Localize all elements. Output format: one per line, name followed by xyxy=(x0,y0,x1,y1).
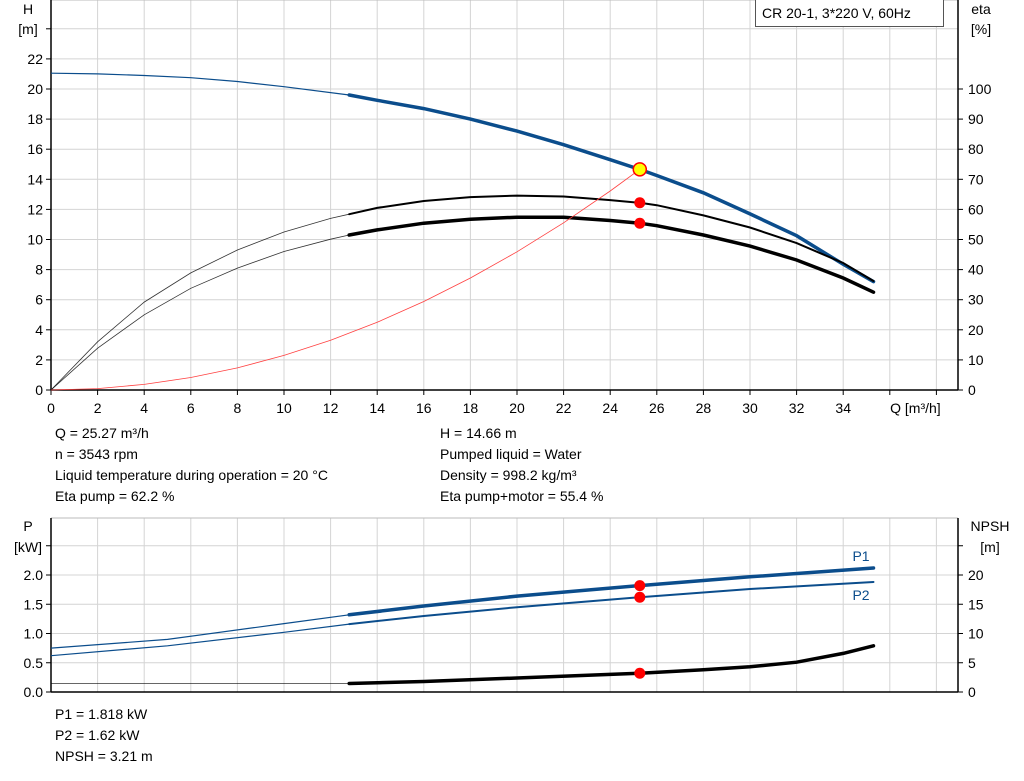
series-eta-pump-motor-thin xyxy=(50,234,350,391)
series-p2 xyxy=(348,581,875,626)
series-eta-pump-motor xyxy=(347,215,876,294)
y-tick-label-right: 70 xyxy=(968,171,984,187)
y-tick-label-left: 1.0 xyxy=(24,626,44,642)
y-axis-title-left: H xyxy=(23,1,33,17)
info-temperature: Liquid temperature during operation = 20… xyxy=(55,467,328,483)
series-system-curve xyxy=(50,169,641,391)
y-tick-label-right: 50 xyxy=(968,232,984,248)
series-head xyxy=(347,93,876,284)
x-tick-label: 6 xyxy=(187,400,195,416)
y-tick-label-right: 0 xyxy=(968,382,976,398)
x-tick-label: 14 xyxy=(369,400,385,416)
series-p1-thin xyxy=(50,614,350,649)
x-tick-label: 32 xyxy=(789,400,805,416)
x-tick-label: 2 xyxy=(94,400,102,416)
series-eta-pump-thin xyxy=(50,213,350,391)
y-tick-label-left: 2.0 xyxy=(24,567,44,583)
y-axis-title-right: NPSH xyxy=(971,518,1010,534)
info-top-right: H = 14.66 m Pumped liquid = Water Densit… xyxy=(440,423,603,507)
operating-point xyxy=(634,591,646,603)
y-tick-label-left: 20 xyxy=(27,81,43,97)
x-axis-title: Q [m³/h] xyxy=(890,400,941,416)
info-bottom: P1 = 1.818 kW P2 = 1.62 kW NPSH = 3.21 m xyxy=(55,704,153,767)
y-tick-label-right: 5 xyxy=(968,655,976,671)
operating-point xyxy=(632,162,648,177)
info-liquid: Pumped liquid = Water xyxy=(440,446,582,462)
chart-title-box: CR 20-1, 3*220 V, 60Hz xyxy=(755,0,944,27)
x-tick-label: 16 xyxy=(416,400,432,416)
y-tick-label-left: 14 xyxy=(27,171,43,187)
y-tick-label-left: 2 xyxy=(35,352,43,368)
x-tick-label: 10 xyxy=(276,400,292,416)
y-tick-label-left: 0 xyxy=(35,382,43,398)
y-tick-label-right: 10 xyxy=(968,352,984,368)
series-eta-pump xyxy=(348,194,875,282)
series-label-p1: P1 xyxy=(852,548,869,564)
operating-point xyxy=(634,197,646,209)
x-tick-label: 18 xyxy=(463,400,479,416)
y-tick-label-right: 0 xyxy=(968,684,976,700)
y-tick-label-left: 10 xyxy=(27,232,43,248)
y-axis-unit-right: [%] xyxy=(971,21,991,37)
y-tick-label-right: 20 xyxy=(968,322,984,338)
info-eta-pump-motor: Eta pump+motor = 55.4 % xyxy=(440,488,604,504)
y-tick-label-left: 22 xyxy=(27,51,43,67)
y-axis-unit-left: [m] xyxy=(18,21,37,37)
x-tick-label: 26 xyxy=(649,400,665,416)
y-tick-label-left: 12 xyxy=(27,201,43,217)
x-tick-label: 0 xyxy=(47,400,55,416)
operating-point xyxy=(634,217,646,229)
y-tick-label-left: 18 xyxy=(27,111,43,127)
y-axis-unit-right: [m] xyxy=(980,539,999,555)
y-tick-label-right: 100 xyxy=(968,81,992,97)
info-flow: Q = 25.27 m³/h xyxy=(55,425,149,441)
x-tick-label: 8 xyxy=(234,400,242,416)
y-tick-label-left: 4 xyxy=(35,322,43,338)
y-tick-label-right: 90 xyxy=(968,111,984,127)
y-tick-label-right: 10 xyxy=(968,626,984,642)
y-tick-label-right: 15 xyxy=(968,596,984,612)
y-tick-label-right: 40 xyxy=(968,262,984,278)
y-tick-label-left: 0.0 xyxy=(24,684,44,700)
panel-power xyxy=(46,517,963,693)
panel-head xyxy=(46,0,963,395)
y-axis-title-right: eta xyxy=(971,1,991,17)
series-p2-thin xyxy=(50,623,350,657)
y-tick-label-left: 1.5 xyxy=(24,596,44,612)
y-tick-label-right: 80 xyxy=(968,141,984,157)
y-tick-label-left: 0.5 xyxy=(24,655,44,671)
operating-point xyxy=(634,580,646,592)
y-tick-label-left: 8 xyxy=(35,262,43,278)
x-tick-label: 4 xyxy=(140,400,148,416)
info-speed: n = 3543 rpm xyxy=(55,446,138,462)
info-eta-pump: Eta pump = 62.2 % xyxy=(55,488,175,504)
x-tick-label: 30 xyxy=(742,400,758,416)
y-tick-label-right: 20 xyxy=(968,567,984,583)
series-head-thin xyxy=(50,72,350,96)
x-tick-label: 12 xyxy=(323,400,339,416)
y-tick-label-right: 30 xyxy=(968,292,984,308)
info-head: H = 14.66 m xyxy=(440,425,517,441)
y-tick-label-left: 6 xyxy=(35,292,43,308)
series-label-p2: P2 xyxy=(852,587,869,603)
info-npsh: NPSH = 3.21 m xyxy=(55,748,153,764)
info-p1: P1 = 1.818 kW xyxy=(55,706,148,722)
x-tick-label: 34 xyxy=(835,400,851,416)
y-tick-label-right: 60 xyxy=(968,201,984,217)
series-npsh xyxy=(347,644,876,686)
y-axis-title-left: P xyxy=(23,518,32,534)
series-p1 xyxy=(347,566,876,617)
y-axis-unit-left: [kW] xyxy=(14,539,42,555)
x-tick-label: 22 xyxy=(556,400,572,416)
info-p2: P2 = 1.62 kW xyxy=(55,727,140,743)
x-tick-label: 20 xyxy=(509,400,525,416)
info-density: Density = 998.2 kg/m³ xyxy=(440,467,577,483)
info-top-left: Q = 25.27 m³/h n = 3543 rpm Liquid tempe… xyxy=(55,423,328,507)
operating-point xyxy=(634,667,646,679)
x-tick-label: 24 xyxy=(602,400,618,416)
x-tick-label: 28 xyxy=(696,400,712,416)
y-tick-label-left: 16 xyxy=(27,141,43,157)
